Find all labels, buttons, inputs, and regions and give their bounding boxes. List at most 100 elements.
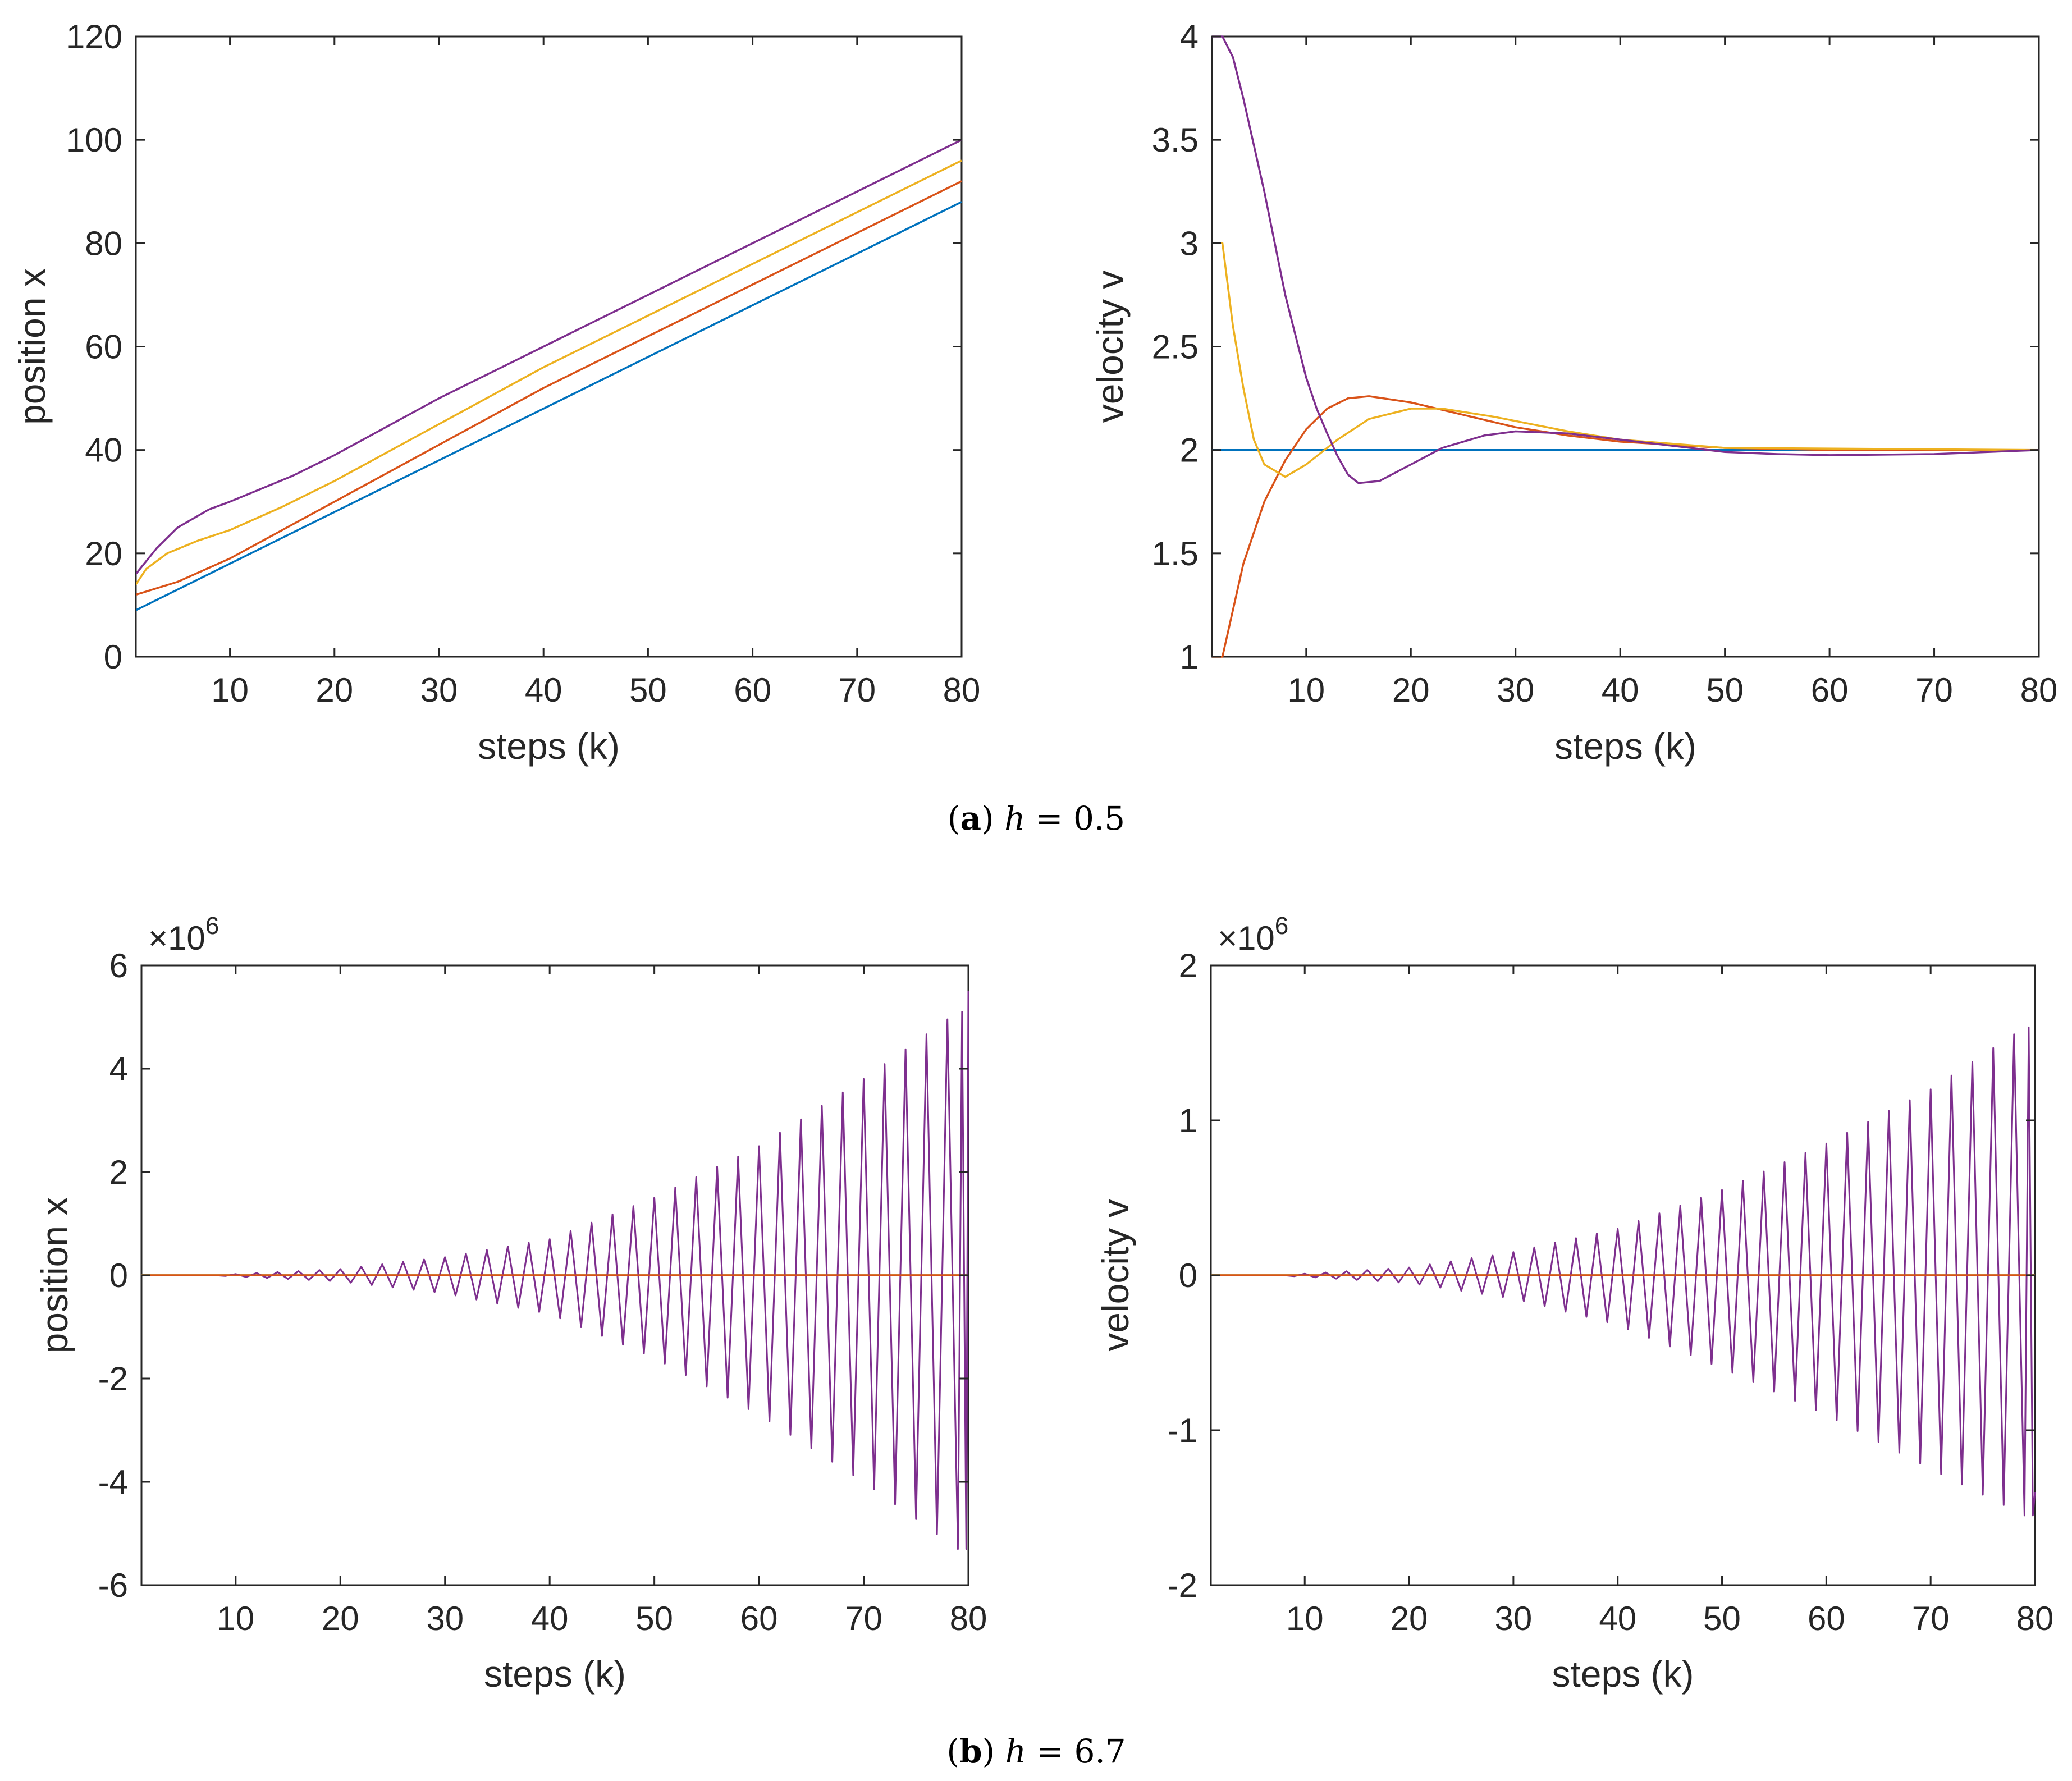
x-tick-label: 40 (525, 671, 562, 709)
caption-a-letter: a (960, 799, 981, 837)
x-tick-label: 60 (740, 1600, 778, 1637)
x-tick-label: 10 (1286, 1600, 1324, 1637)
y-tick-label: 0 (109, 1257, 128, 1294)
series-line-1 (136, 201, 962, 611)
plot-area (135, 35, 963, 658)
series-line-4 (1211, 1026, 2036, 1517)
x-tick-label: 50 (635, 1600, 673, 1637)
x-tick-label: 30 (1497, 671, 1534, 709)
y-tick-label: 60 (85, 328, 122, 366)
x-tick-label: 10 (211, 671, 249, 709)
y-tick-label: 0 (1179, 1257, 1197, 1294)
x-axis-label: steps (k) (478, 725, 620, 767)
multiplier-base: ×10 (1218, 919, 1275, 957)
x-tick-label: 60 (734, 671, 771, 709)
x-tick-label: 70 (838, 671, 876, 709)
multiplier-exponent: 6 (1275, 912, 1288, 940)
series-line-2 (1212, 395, 2039, 658)
y-tick-label: 2 (109, 1153, 128, 1191)
x-tick-label: 20 (1391, 1600, 1428, 1637)
y-tick-label: 2 (1180, 432, 1199, 469)
y-tick-label: 4 (1180, 18, 1199, 56)
caption-b-equals: = (1036, 1732, 1064, 1770)
x-tick-label: 60 (1808, 1600, 1845, 1637)
y-tick-label: -6 (98, 1567, 128, 1604)
y-tick-label: -1 (1168, 1412, 1197, 1449)
y-axis-label: position x (34, 1197, 75, 1354)
x-tick-label: 40 (1599, 1600, 1636, 1637)
x-tick-label: 80 (950, 1600, 987, 1637)
y-axis-label: velocity v (1095, 1199, 1136, 1351)
y-tick-label: 1 (1179, 1102, 1197, 1139)
y-axis-label: position x (11, 268, 53, 425)
x-tick-label: 70 (845, 1600, 882, 1637)
series-line-3 (136, 159, 962, 585)
caption-b-value: 6.7 (1074, 1732, 1126, 1770)
multiplier-exponent: 6 (205, 912, 219, 940)
x-tick-label: 70 (1912, 1600, 1950, 1637)
axis-multiplier: ×106 (148, 912, 219, 957)
x-tick-label: 40 (531, 1600, 569, 1637)
series-group (136, 139, 962, 611)
x-tick-label: 50 (629, 671, 667, 709)
plot-area (1211, 35, 2040, 658)
series-group (141, 991, 969, 1550)
chart-b-velocity: 10 20 30 40 50 60 70 80 -2 -1 0 1 2 steps (k) velocity… (1095, 912, 2053, 1695)
x-tick-label: 10 (1287, 671, 1325, 709)
y-tick-label: 1 (1180, 638, 1199, 676)
series-line-4 (141, 991, 969, 1550)
series-line-2 (136, 180, 962, 596)
y-tick-label: 3.5 (1152, 121, 1199, 159)
x-tick-label: 30 (426, 1600, 464, 1637)
x-tick-label: 70 (1915, 671, 1953, 709)
y-tick-label: 4 (109, 1050, 128, 1088)
x-axis-label: steps (k) (1554, 725, 1696, 767)
series-line-3 (1212, 242, 2039, 478)
x-tick-label: 30 (420, 671, 458, 709)
series-line-4 (136, 139, 962, 575)
series-group (1212, 35, 2039, 658)
caption-a-equals: = (1036, 799, 1063, 837)
y-tick-label: 0 (104, 638, 122, 676)
y-axis-label: velocity v (1089, 271, 1131, 423)
chart-a-velocity: 10 20 30 40 50 60 70 80 1 1.5 2 2.5 3 3.5 4 steps (k) ve… (1089, 18, 2057, 767)
chart-a-position: 10 20 30 40 50 60 70 80 0 20 40 60 80 100 120 steps (k)… (11, 18, 980, 767)
chart-b-position: 10 20 30 40 50 60 70 80 -6 -4 -2 0 2 4 6 steps (k) posit… (34, 912, 987, 1695)
x-tick-label: 20 (315, 671, 353, 709)
series-group (1211, 1026, 2036, 1517)
y-tick-label: 6 (109, 947, 128, 985)
x-axis-label: steps (k) (484, 1653, 626, 1695)
x-tick-label: 80 (943, 671, 981, 709)
series-line-4 (1212, 35, 2039, 484)
caption-b-variable: h (1005, 1732, 1026, 1770)
x-tick-label: 40 (1602, 671, 1639, 709)
caption-a: (a) h = 0.5 (948, 799, 1125, 837)
y-tick-label: 2.5 (1152, 328, 1199, 366)
axis-multiplier: ×106 (1218, 912, 1288, 957)
multiplier-base: ×10 (148, 919, 205, 957)
y-tick-label: 120 (66, 18, 122, 56)
x-tick-label: 80 (2016, 1600, 2054, 1637)
y-tick-label: 100 (66, 121, 122, 159)
x-tick-label: 30 (1495, 1600, 1533, 1637)
y-tick-label: 40 (85, 432, 122, 469)
x-tick-label: 80 (2020, 671, 2058, 709)
caption-a-value: 0.5 (1073, 799, 1125, 837)
x-tick-label: 50 (1706, 671, 1744, 709)
y-tick-label: 3 (1180, 225, 1199, 262)
y-tick-label: 20 (85, 535, 122, 573)
x-tick-label: 10 (217, 1600, 254, 1637)
x-tick-label: 60 (1811, 671, 1849, 709)
caption-b-letter: b (959, 1732, 982, 1770)
y-tick-label: 80 (85, 225, 122, 262)
caption-a-variable: h (1004, 799, 1025, 837)
y-tick-label: -4 (98, 1463, 128, 1501)
x-axis-label: steps (k) (1552, 1653, 1694, 1695)
x-tick-label: 20 (322, 1600, 359, 1637)
y-tick-label: -2 (98, 1360, 128, 1398)
y-tick-label: -2 (1168, 1567, 1197, 1604)
x-tick-label: 50 (1703, 1600, 1741, 1637)
y-tick-label: 2 (1179, 947, 1197, 985)
y-tick-label: 1.5 (1152, 535, 1199, 573)
